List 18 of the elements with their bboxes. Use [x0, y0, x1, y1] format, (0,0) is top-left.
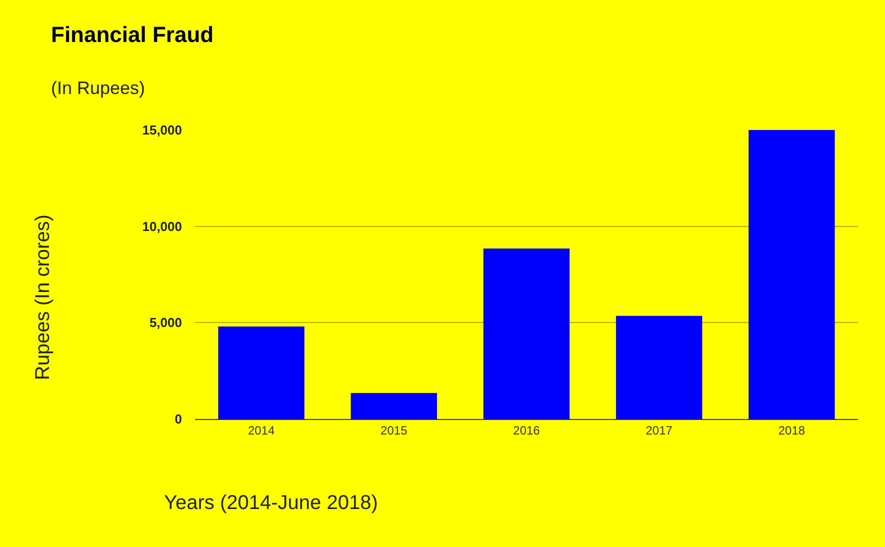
- x-tick-label: 2015: [380, 423, 408, 438]
- x-tick-label: 2018: [778, 423, 806, 438]
- y-tick-label: 0: [174, 412, 182, 427]
- bar: [483, 248, 570, 419]
- bar: [616, 316, 702, 419]
- chart-subtitle: (In Rupees): [51, 78, 146, 98]
- chart-title: Financial Fraud: [51, 22, 214, 47]
- y-tick-label: 10,000: [142, 218, 182, 234]
- y-tick-label: 5,000: [149, 315, 182, 330]
- y-axis-title: Rupees (In crores): [32, 214, 54, 380]
- bar: [218, 326, 304, 419]
- y-tick-label: 15,000: [142, 122, 182, 138]
- bar: [350, 392, 437, 419]
- x-tick-label: 2014: [248, 423, 275, 438]
- x-tick-label: 2017: [646, 423, 673, 438]
- x-tick-label: 2016: [513, 423, 540, 438]
- x-axis-title: Years (2014-June 2018): [164, 492, 378, 514]
- bar: [748, 130, 835, 419]
